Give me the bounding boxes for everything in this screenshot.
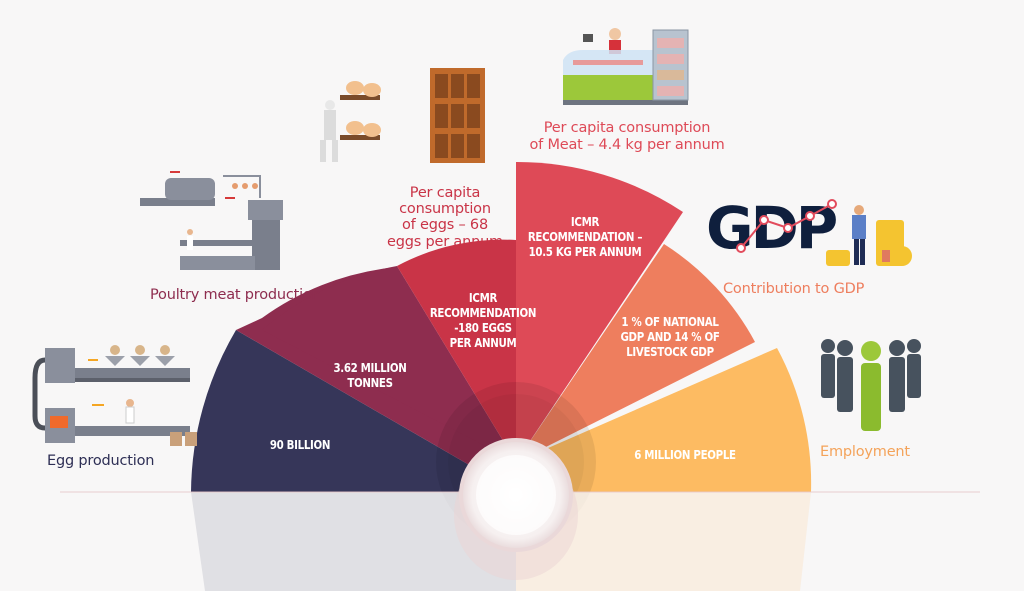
segment-label-employment: 6 MILLION PEOPLE: [634, 447, 736, 462]
segment-label-gdp: 1 % OF NATIONAL GDP AND 14 % OF LIVESTOC…: [620, 314, 720, 359]
egg-factory-conveyor-icon: [32, 345, 197, 446]
caption-meat-consumption: Per capita consumption of Meat – 4.4 kg …: [529, 120, 725, 154]
segment-egg-production: [191, 330, 516, 492]
segment-label-poultry-meat: 3.62 MILLION TONNES: [333, 360, 407, 390]
segment-employment: [516, 348, 812, 492]
group-of-people-icon: [821, 339, 921, 431]
caption-poultry-meat-production: Poultry meat production: [150, 287, 321, 303]
gdp-chart-with-coins-icon: GDP: [706, 198, 926, 270]
hen-coop-and-egg-crate-icon: [320, 68, 485, 163]
butcher-shop-counter-icon: [563, 28, 689, 105]
caption-employment: Employment: [820, 444, 910, 460]
segment-gdp: [516, 244, 755, 462]
caption-eggs-consumption: Per capita consumption of eggs – 68 eggs…: [387, 185, 503, 250]
segment-label-egg-production: 90 BILLION: [269, 437, 331, 452]
segment-label-egg-consumption: ICMR RECOMMENDATION -180 EGGS PER ANNUM: [429, 290, 537, 350]
poultry-processing-machine-icon: [140, 171, 283, 270]
segment-label-meat-consumption: ICMR RECOMMENDATION – 10.5 KG PER ANNUM: [527, 214, 643, 259]
segment-egg-consumption: [397, 239, 516, 462]
caption-gdp-contribution: Contribution to GDP: [723, 281, 865, 297]
segment-meat-consumption: [516, 161, 683, 462]
caption-egg-production: Egg production: [47, 453, 155, 469]
